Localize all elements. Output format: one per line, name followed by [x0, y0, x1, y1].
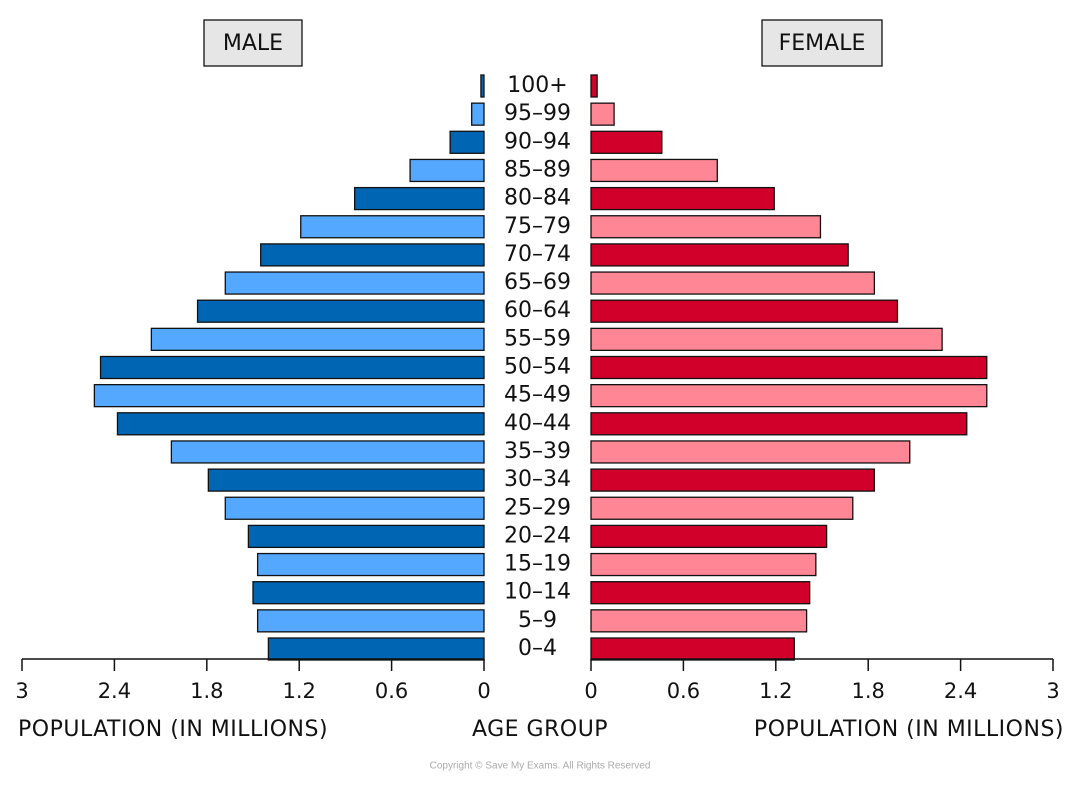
bar — [590, 496, 854, 520]
x-tick-label: 1.8 — [851, 679, 884, 703]
bar — [353, 186, 485, 211]
bar — [300, 215, 485, 239]
legend-label: FEMALE — [779, 31, 866, 56]
bar — [590, 383, 988, 408]
bar — [590, 299, 899, 323]
copyright: Copyright © Save My Exams. All Rights Re… — [430, 761, 651, 772]
category-label: 30–34 — [504, 467, 571, 492]
x-tick-label: 1.2 — [282, 679, 315, 703]
bar — [590, 609, 808, 633]
bar — [207, 468, 485, 492]
x-tick-label: 3 — [1046, 679, 1059, 703]
bar — [590, 158, 718, 183]
center-label: AGE GROUP — [472, 717, 608, 742]
bar — [252, 581, 485, 605]
category-label: 45–49 — [504, 383, 571, 408]
category-label: 70–74 — [504, 242, 571, 267]
bar — [590, 271, 876, 295]
bar — [590, 102, 615, 126]
bar — [256, 609, 485, 633]
bar — [471, 102, 485, 126]
x-tick-label: 1.8 — [190, 679, 223, 703]
category-label: 25–29 — [504, 495, 571, 520]
bar — [590, 524, 828, 549]
x-tick-label: 0.6 — [375, 679, 408, 703]
x-tick-label: 3 — [15, 679, 28, 703]
x-tick-label: 0.6 — [667, 679, 700, 703]
category-label: 95–99 — [504, 101, 571, 126]
bar — [590, 412, 968, 436]
bar — [196, 299, 485, 323]
bar — [590, 243, 849, 267]
bar — [260, 243, 485, 267]
category-label: 90–94 — [504, 129, 571, 154]
category-label: 65–69 — [504, 270, 571, 295]
bar — [590, 186, 775, 211]
bar — [449, 130, 485, 154]
bar — [590, 581, 811, 605]
bar — [93, 383, 485, 408]
bar — [256, 552, 485, 577]
legend-box — [761, 19, 883, 67]
bar — [480, 74, 485, 98]
bar — [150, 327, 485, 352]
x-tick-label: 2.4 — [944, 679, 977, 703]
bar — [116, 412, 485, 436]
x-tick-label: 0 — [584, 679, 597, 703]
legend-box — [203, 19, 303, 67]
category-label: 80–84 — [504, 186, 571, 211]
bar — [170, 440, 485, 464]
bar — [590, 637, 795, 661]
bar — [590, 74, 598, 98]
bar — [224, 496, 485, 520]
category-label: 40–44 — [504, 411, 571, 436]
bar — [590, 355, 988, 380]
bar — [590, 215, 822, 239]
legend-label: MALE — [223, 31, 283, 56]
category-label: 0–4 — [518, 636, 557, 661]
category-label: 35–39 — [504, 439, 571, 464]
category-label: 55–59 — [504, 326, 571, 351]
category-label: 15–19 — [504, 552, 571, 577]
category-label: 85–89 — [504, 157, 571, 182]
bar — [224, 271, 485, 295]
category-label: 50–54 — [504, 355, 571, 380]
x-axis-title: POPULATION (IN MILLIONS) — [754, 717, 1064, 742]
bar — [590, 440, 911, 464]
category-label: 75–79 — [504, 214, 571, 239]
category-label: 10–14 — [504, 580, 571, 605]
x-tick-label: 1.2 — [759, 679, 792, 703]
bar — [590, 327, 943, 352]
category-label: 60–64 — [504, 298, 571, 323]
bar — [247, 524, 485, 549]
category-label: 20–24 — [504, 523, 571, 548]
bar — [409, 158, 485, 183]
x-tick-label: 2.4 — [98, 679, 131, 703]
bar — [590, 552, 817, 577]
x-tick-label: 0 — [477, 679, 490, 703]
bar — [99, 355, 485, 380]
bar — [590, 130, 663, 154]
bar — [590, 468, 876, 492]
x-axis-title: POPULATION (IN MILLIONS) — [18, 717, 328, 742]
bar — [267, 637, 485, 661]
category-label: 100+ — [507, 73, 567, 98]
category-label: 5–9 — [518, 608, 557, 633]
